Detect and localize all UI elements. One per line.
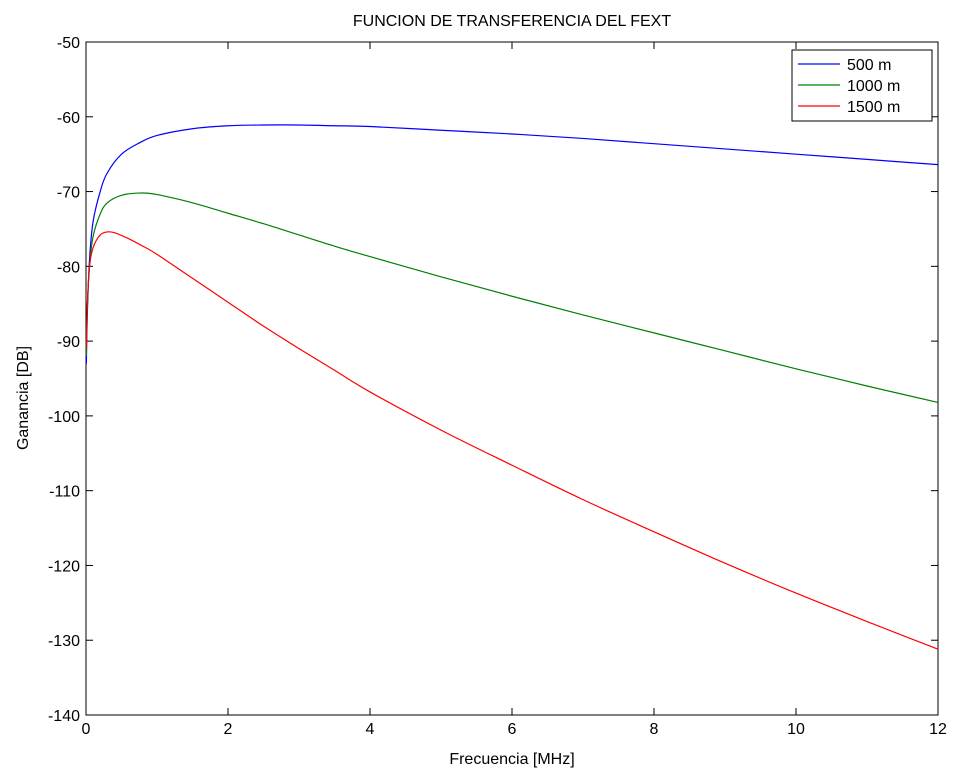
- series-line-2: [85, 231, 939, 650]
- y-tick-label: -100: [48, 409, 80, 426]
- x-tick-label: 2: [224, 721, 233, 738]
- y-axis-label: Ganancia [DB]: [15, 346, 32, 450]
- legend-label: 500 m: [847, 57, 891, 74]
- x-tick-label: 4: [366, 721, 375, 738]
- y-tick-label: -120: [48, 558, 80, 575]
- y-tick-label: -60: [57, 110, 80, 127]
- plot-area: 0 2 4 6 8 10 12 -140 -130 -120 -110 -100 -90 -80 -70 -6…: [48, 35, 947, 738]
- y-tick-label: -140: [48, 708, 80, 725]
- chart-title: FUNCION DE TRANSFERENCIA DEL FEXT: [353, 13, 671, 30]
- legend-label: 1000 m: [847, 78, 900, 95]
- axes-frame: [85, 41, 939, 716]
- legend-label: 1500 m: [847, 99, 900, 116]
- legend: 500 m 1000 m 1500 m: [791, 49, 933, 122]
- y-tick-label: -80: [57, 259, 80, 276]
- x-tick-label: 6: [508, 721, 517, 738]
- series-line-0: [85, 124, 939, 364]
- x-axis-label: Frecuencia [MHz]: [449, 751, 574, 768]
- x-tick-label: 8: [650, 721, 659, 738]
- series-line-1: [85, 192, 939, 404]
- x-tick-label: 12: [929, 721, 947, 738]
- x-tick-label: 0: [82, 721, 91, 738]
- y-tick-label: -130: [48, 633, 80, 650]
- y-tick-label: -50: [57, 35, 80, 52]
- y-tick-label: -70: [57, 185, 80, 202]
- y-tick-label: -110: [49, 484, 80, 501]
- y-tick-label: -90: [57, 334, 80, 351]
- x-tick-label: 10: [787, 721, 805, 738]
